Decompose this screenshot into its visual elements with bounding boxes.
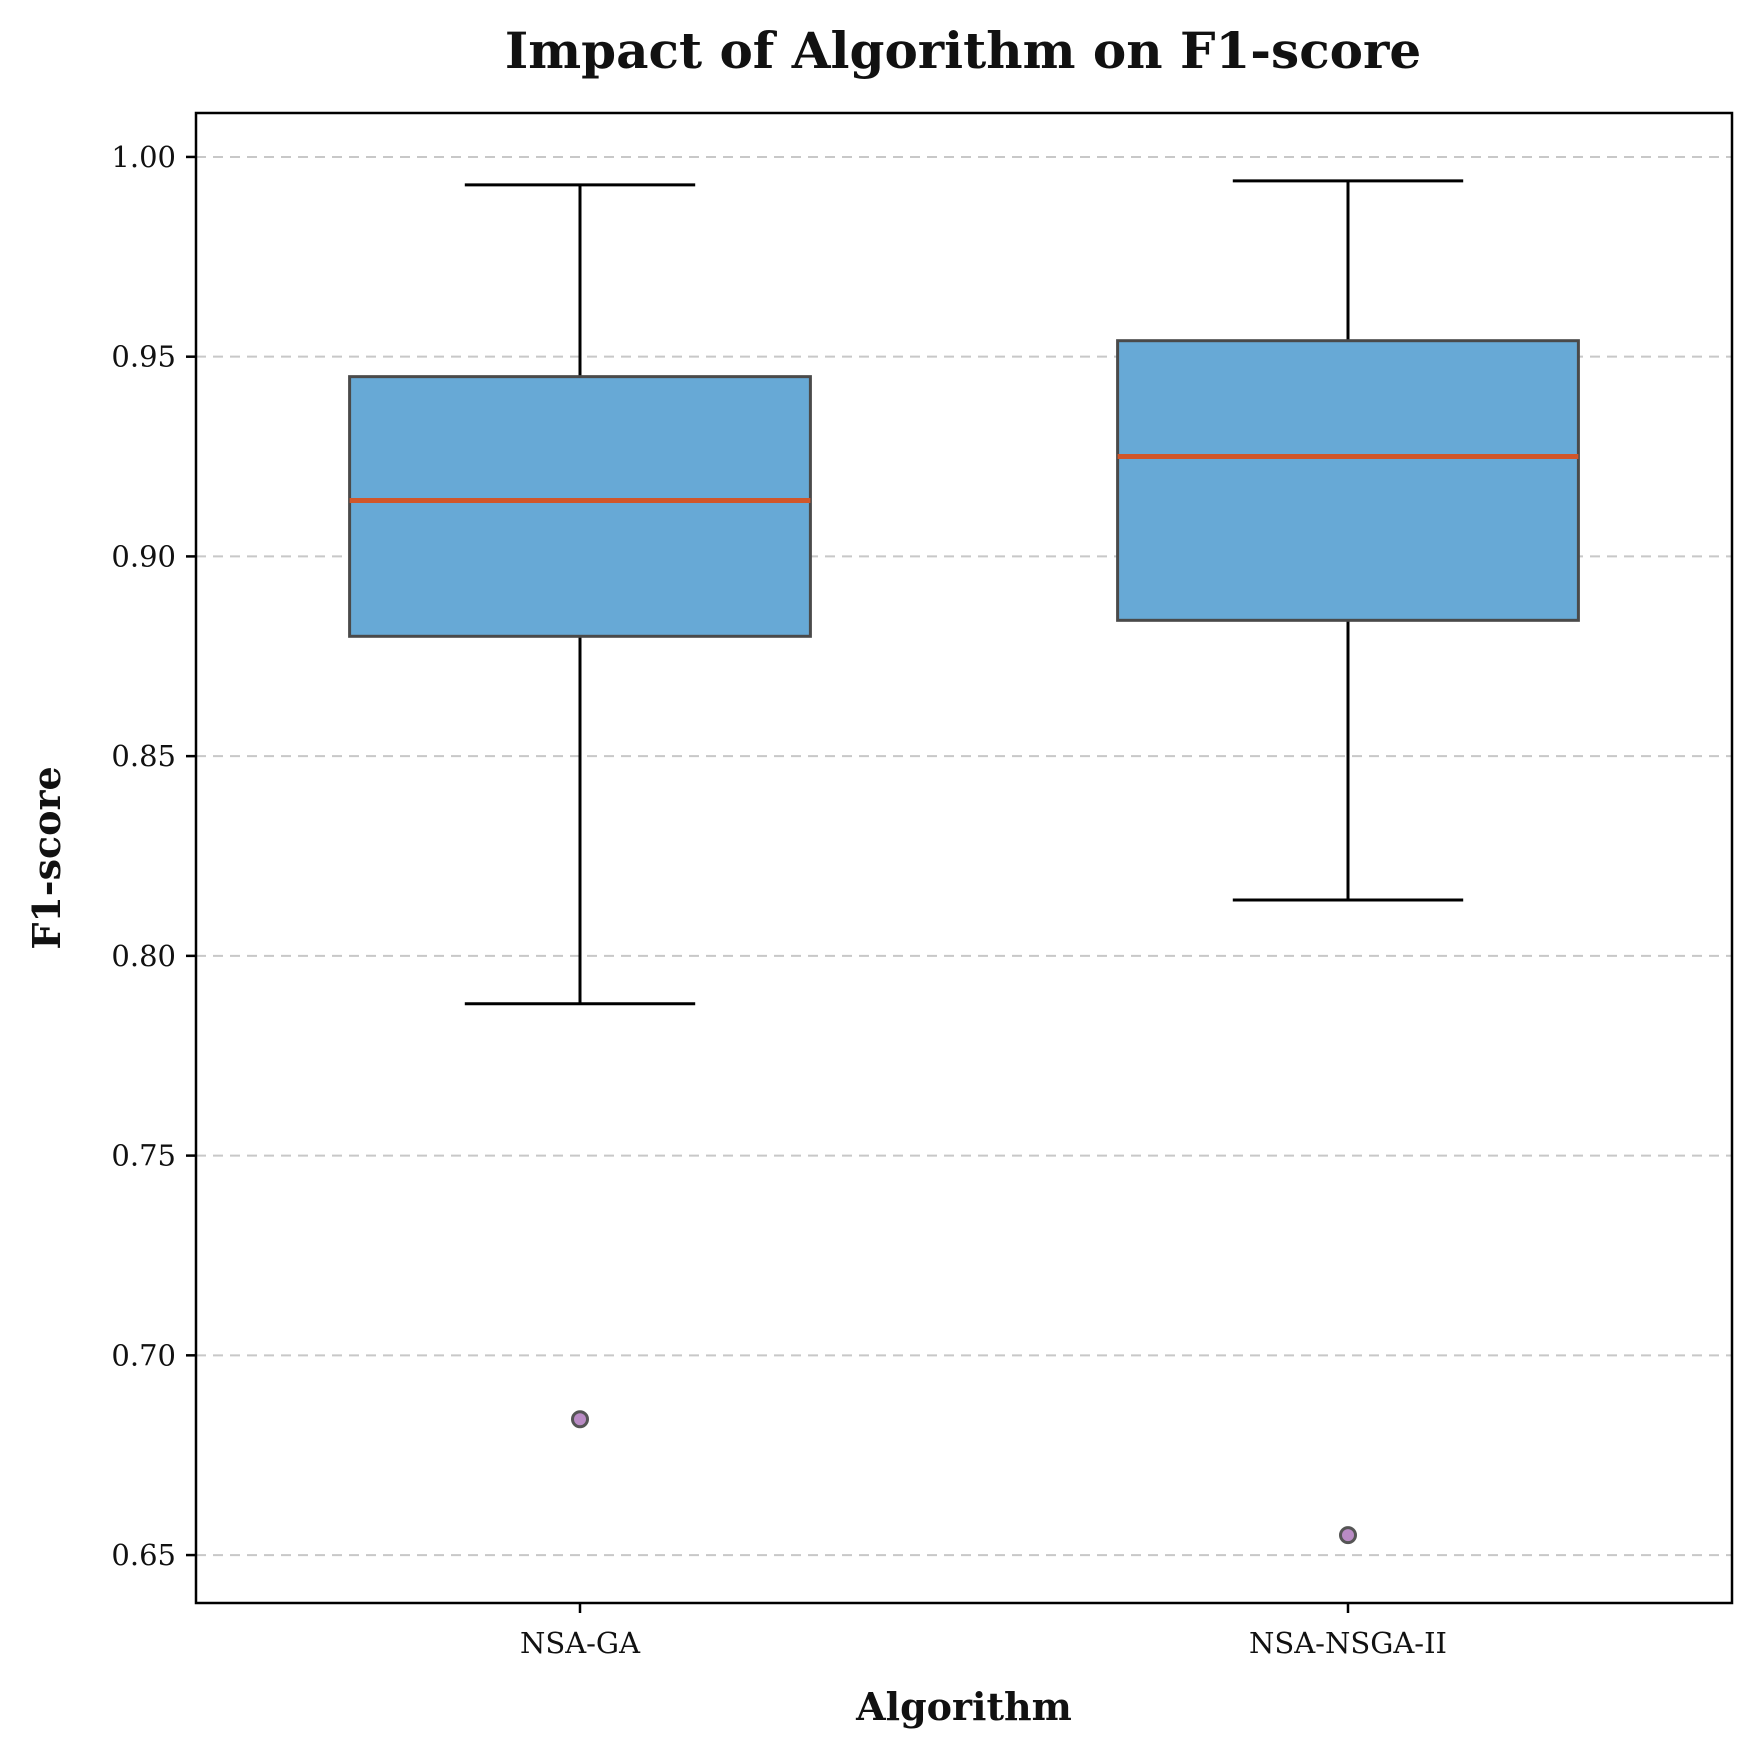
outlier-point: [571, 1410, 589, 1429]
x-axis-ticks: NSA-GA NSA-NSGA-II: [520, 1603, 1447, 1660]
y-tick-label: 0.75: [111, 1139, 176, 1173]
y-tick-label: 0.65: [111, 1538, 176, 1572]
y-tick-label: 1.00: [111, 140, 176, 174]
box-group: [348, 183, 812, 1429]
x-tick-label: NSA-NSGA-II: [1249, 1626, 1447, 1660]
x-axis-label: Algorithm: [855, 1684, 1072, 1729]
box-iqr: [1116, 339, 1580, 622]
box-group: [1116, 179, 1580, 1545]
outlier-point: [1339, 1526, 1357, 1545]
y-axis-label: F1-score: [24, 766, 69, 949]
plot-boxes: [348, 179, 1580, 1545]
y-tick-label: 0.85: [111, 739, 176, 773]
y-tick-label: 0.70: [111, 1338, 176, 1372]
y-tick-label: 0.95: [111, 340, 176, 374]
plot-frame: [194, 111, 1734, 1605]
box-iqr: [348, 375, 812, 638]
chart-title: Impact of Algorithm on F1-score: [505, 21, 1421, 80]
y-tick-label: 0.90: [111, 539, 176, 573]
y-axis-ticks: 0.65 0.70 0.75 0.80 0.85 0.90 0.95 1.00: [111, 140, 196, 1572]
x-tick-label: NSA-GA: [520, 1626, 641, 1660]
y-tick-label: 0.80: [111, 939, 176, 973]
